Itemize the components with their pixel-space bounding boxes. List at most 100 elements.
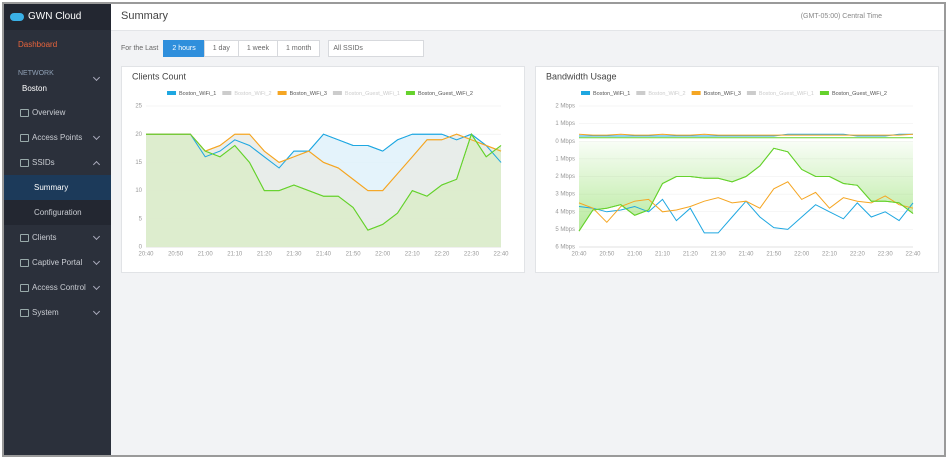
range-button[interactable]: 1 day — [203, 40, 239, 57]
legend-label: Boston_Guest_WiFi_2 — [832, 91, 887, 97]
legend-label: Boston_WiFi_1 — [179, 91, 216, 97]
x-tick-label: 22:20 — [850, 252, 866, 258]
x-tick-label: 21:30 — [711, 252, 727, 258]
line — [578, 147, 914, 232]
nav-item[interactable]: Captive Portal — [4, 250, 111, 275]
legend-label: Boston_WiFi_3 — [704, 91, 741, 97]
y-tick-label: 0 — [139, 245, 143, 251]
legend-swatch — [277, 91, 287, 95]
network-name[interactable]: Boston — [22, 84, 47, 93]
legend-label: Boston_WiFi_2 — [234, 91, 271, 97]
legend-swatch — [167, 91, 177, 95]
y-tick-label: 5 — [139, 216, 143, 222]
line — [578, 181, 914, 224]
y-tick-label: 25 — [135, 104, 142, 110]
legend-swatch — [332, 91, 342, 95]
nav-item[interactable]: Access Points — [4, 125, 111, 150]
x-tick-label: 22:40 — [905, 252, 921, 258]
line — [578, 133, 914, 136]
y-tick-label: 5 Mbps — [555, 227, 575, 233]
legend-swatch — [691, 91, 701, 95]
top-bar: Summary (GMT-05:00) Central Time — [111, 4, 944, 31]
x-tick-label: 21:50 — [766, 252, 782, 258]
legend-swatch — [636, 91, 646, 95]
nav-icon — [20, 309, 29, 317]
x-tick-label: 22:00 — [794, 252, 810, 258]
legend-swatch — [405, 91, 415, 95]
nav-subitem[interactable]: Summary — [4, 175, 111, 200]
nav-item[interactable]: System — [4, 300, 111, 325]
legend-label: Boston_WiFi_1 — [593, 91, 630, 97]
nav-icon — [20, 109, 29, 117]
legend-label: Boston_WiFi_2 — [648, 91, 685, 97]
y-tick-label: 10 — [135, 188, 142, 194]
x-tick-label: 22:10 — [405, 252, 421, 258]
nav-item[interactable]: Overview — [4, 100, 111, 125]
line — [146, 133, 502, 231]
nav-subitem[interactable]: Configuration — [4, 200, 111, 225]
brand: GWN Cloud — [4, 4, 111, 30]
nav-icon — [20, 284, 29, 292]
page-title: Summary — [121, 10, 169, 22]
y-tick-label: 3 Mbps — [555, 192, 575, 198]
sidebar: GWN Cloud Dashboard NETWORK Boston Overv… — [4, 4, 111, 455]
x-tick-label: 22:40 — [493, 252, 509, 258]
x-tick-label: 20:50 — [168, 252, 184, 258]
nav-item[interactable]: Clients — [4, 225, 111, 250]
x-tick-label: 22:30 — [878, 252, 894, 258]
x-tick-label: 22:20 — [434, 252, 450, 258]
y-tick-label: 2 Mbps — [555, 104, 575, 110]
legend-swatch — [222, 91, 232, 95]
x-tick-label: 21:30 — [286, 252, 302, 258]
y-tick-label: 2 Mbps — [555, 174, 575, 180]
area — [146, 134, 501, 247]
area — [579, 141, 913, 232]
chart-panel: Clients Count 0 5 10 15 20 25 20:40 20:50 21:00 21… — [121, 66, 525, 273]
legend-swatch — [746, 91, 756, 95]
y-tick-label: 20 — [135, 132, 142, 138]
x-tick-label: 20:40 — [571, 252, 587, 258]
range-button[interactable]: 1 month — [277, 40, 321, 57]
y-tick-label: 4 Mbps — [555, 209, 575, 215]
x-tick-label: 20:50 — [599, 252, 615, 258]
nav-item[interactable]: Access Control — [4, 275, 111, 300]
y-tick-label: 0 Mbps — [555, 139, 575, 145]
x-tick-label: 21:10 — [655, 252, 671, 258]
legend-swatch — [819, 91, 829, 95]
legend-label: Boston_WiFi_3 — [290, 91, 327, 97]
x-tick-label: 21:50 — [346, 252, 362, 258]
y-tick-label: 6 Mbps — [555, 245, 575, 251]
y-tick-label: 15 — [135, 160, 142, 166]
legend-label: Boston_Guest_WiFi_1 — [759, 91, 814, 97]
x-tick-label: 20:40 — [138, 252, 154, 258]
timezone[interactable]: (GMT-05:00) Central Time — [800, 13, 882, 20]
nav-item[interactable]: SSIDs — [4, 150, 111, 175]
x-tick-label: 21:00 — [198, 252, 214, 258]
nav-icon — [20, 159, 29, 167]
line — [579, 133, 913, 137]
chart: Clients Count 0 5 10 15 20 25 20:40 20:50 21:00 21… — [132, 71, 509, 258]
chart: Bandwidth Usage 2 Mbps 1 Mbps 0 Mbps 1 Mbps 2… — [546, 71, 921, 258]
x-tick-label: 21:20 — [683, 252, 699, 258]
range-button[interactable]: 1 week — [237, 40, 279, 57]
range-button[interactable]: 2 hours — [163, 40, 205, 57]
x-tick-label: 22:30 — [464, 252, 480, 258]
y-tick-label: 1 Mbps — [555, 121, 575, 127]
legend-swatch — [581, 91, 591, 95]
nav-icon — [20, 234, 29, 242]
legend-label: Boston_Guest_WiFi_2 — [418, 91, 473, 97]
x-tick-label: 21:10 — [227, 252, 243, 258]
nav-icon — [20, 134, 29, 142]
ssid-select[interactable]: All SSIDs — [328, 40, 425, 57]
nav-dashboard[interactable]: Dashboard — [18, 40, 58, 49]
x-tick-label: 21:00 — [627, 252, 643, 258]
chart-title: Bandwidth Usage — [546, 71, 617, 81]
chart-title: Clients Count — [132, 71, 187, 81]
nav-list: Overview Access Points SSIDs Summary Configu… — [4, 100, 111, 325]
filters: For the Last 2 hours 1 day 1 week 1 month Al… — [121, 40, 425, 57]
nav-section[interactable]: NETWORK — [4, 66, 111, 82]
x-tick-label: 21:40 — [316, 252, 332, 258]
x-tick-label: 22:00 — [375, 252, 391, 258]
chart-panel: Bandwidth Usage 2 Mbps 1 Mbps 0 Mbps 1 Mbps 2… — [535, 66, 939, 273]
